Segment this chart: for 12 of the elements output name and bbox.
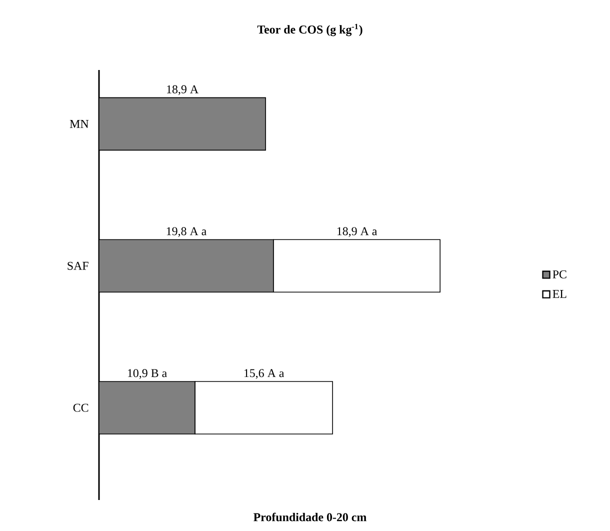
data-label: 15,6 A a bbox=[244, 369, 284, 379]
legend-label: EL bbox=[552, 290, 566, 298]
data-label: 10,9 B a bbox=[128, 369, 167, 379]
data-label: 18,9 A bbox=[167, 85, 198, 96]
legend-label: PC bbox=[552, 270, 566, 278]
y-tick-label: CC bbox=[73, 404, 88, 412]
data-label: 19,8 A a bbox=[166, 227, 206, 237]
data-label: 18,9 A a bbox=[337, 227, 378, 237]
y-tick-label: SAF bbox=[68, 262, 88, 270]
x-axis-title: Profundidade 0-20 cm bbox=[254, 512, 366, 522]
chart-title: Teor de COS (g kg$^{-1}$) bbox=[257, 24, 362, 36]
y-tick-label: MN bbox=[70, 120, 89, 128]
